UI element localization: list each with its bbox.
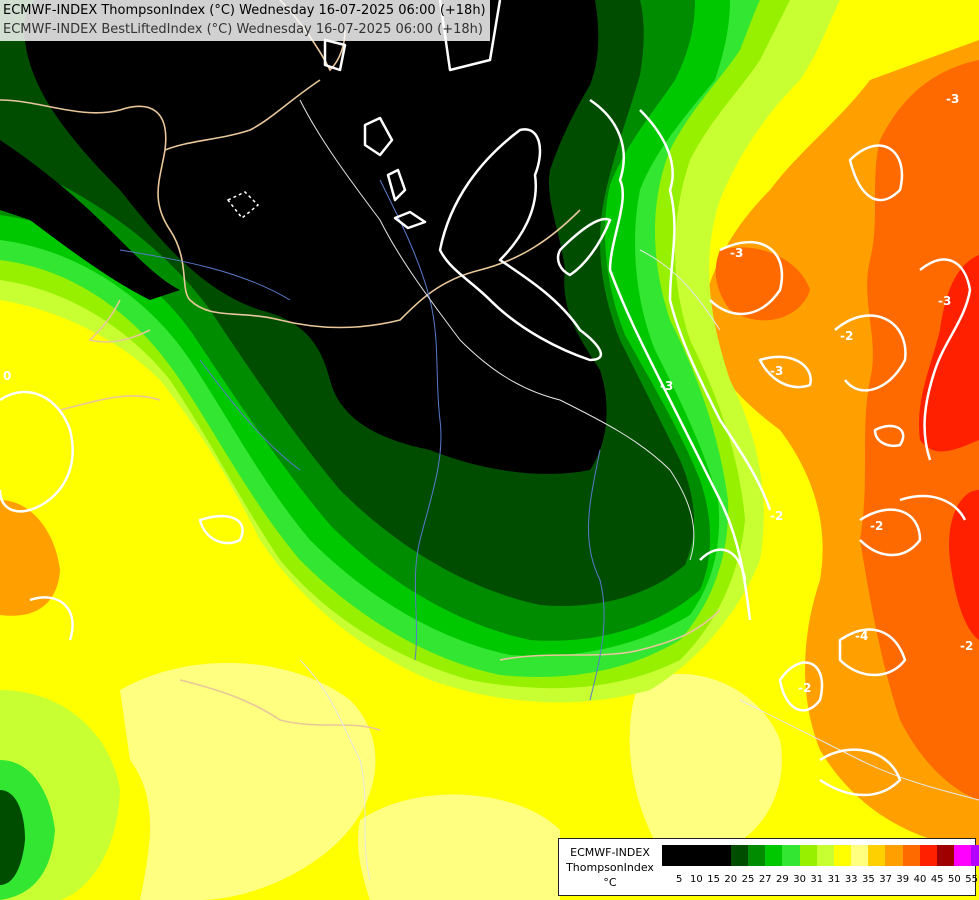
legend-color-bar [662,845,979,866]
legend-tick-label: 29 [776,874,789,885]
legend-tick-label: 30 [793,874,806,885]
bestlifted-dashed-contour [226,191,260,220]
legend-tick-label: 10 [690,874,703,885]
legend-swatch [971,845,979,866]
title-line-bestlifted: ECMWF-INDEX BestLiftedIndex (°C) Wednesd… [3,22,483,37]
legend-tick-label: 35 [862,874,875,885]
legend-swatch [747,845,766,866]
color-legend: ECMWF-INDEX ThompsonIndex °C 5 10 15 20 25 27… [558,838,979,896]
rivers [119,179,605,701]
legend-swatch [765,845,783,866]
legend-swatch [816,845,834,866]
legend-tick-label: 31 [827,874,841,885]
contour-label: -2 [840,329,853,343]
contour-label: -3 [730,246,743,260]
legend-tick-label: 15 [707,874,720,885]
field-light-yellow [629,673,782,850]
legend-tick-label: 45 [930,874,944,885]
legend-tick-label: 40 [913,874,927,885]
legend-swatch [799,845,817,866]
field-red [919,255,979,452]
legend-tick-label: 31 [810,874,824,885]
contour-labels: 0 -3 -3 -3 -2 -3 -3 -2 -4 -2 -2 -2 [3,92,973,695]
contour-label: -2 [870,519,883,533]
legend-swatch [782,845,800,866]
legend-unit: °C [603,876,617,889]
legend-swatch [833,845,852,866]
field-black-core [0,140,180,300]
legend-tick-label: 55 [965,874,978,885]
contour-label: -3 [660,379,673,393]
contour-label: -4 [855,629,868,643]
legend-tick-label: 50 [948,874,961,885]
field-light-yellow [120,662,376,900]
legend-tick-label: 20 [724,874,738,885]
legend-swatch [662,845,680,866]
legend-swatch [868,845,886,866]
field-deep-green [0,790,25,885]
contour-label: -3 [946,92,959,106]
field-orange-west [0,500,60,616]
legend-title: ECMWF-INDEX ThompsonIndex °C [559,845,661,890]
legend-tick-label: 25 [741,874,755,885]
legend-tick-label: 33 [844,874,858,885]
contour-label: -3 [938,294,951,308]
legend-swatch [885,845,903,866]
legend-swatch [851,845,869,866]
legend-swatch [696,845,714,866]
legend-swatch [730,845,748,866]
legend-swatch [937,845,955,866]
legend-swatch [679,845,697,866]
legend-tick-label: 37 [879,874,892,885]
contour-label: -3 [770,364,783,378]
contour-label: 0 [3,369,11,383]
legend-swatch [954,845,972,866]
legend-model: ECMWF-INDEX [570,846,650,859]
map-title: ECMWF-INDEX ThompsonIndex (°C) Wednesday… [0,0,490,41]
field-red [949,490,979,640]
contour-label: -2 [798,681,811,695]
region-lines [299,99,979,881]
legend-parameter: ThompsonIndex [566,861,654,874]
field-light-yellow [358,794,560,900]
legend-tick-label: 5 [676,874,683,885]
legend-swatch [713,845,731,866]
contour-label: -2 [960,639,973,653]
bestlifted-contours [0,0,972,797]
field-red-orange [715,247,810,321]
legend-swatch [902,845,920,866]
legend-swatch [919,845,937,866]
legend-tick-label: 39 [896,874,910,885]
contour-label: -2 [770,509,783,523]
title-line-thompson: ECMWF-INDEX ThompsonIndex (°C) Wednesday… [3,3,486,18]
legend-tick-label: 27 [758,874,772,885]
field-black-core [23,0,607,474]
